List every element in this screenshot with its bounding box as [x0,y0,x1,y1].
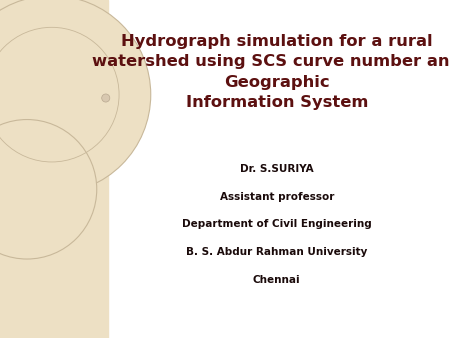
Ellipse shape [0,120,97,259]
Ellipse shape [0,0,151,194]
Text: Chennai: Chennai [253,275,301,285]
Text: Department of Civil Engineering: Department of Civil Engineering [182,219,372,230]
Text: Assistant professor: Assistant professor [220,192,334,202]
Text: Hydrograph simulation for a rural
watershed using SCS curve number and
Geographi: Hydrograph simulation for a rural waters… [92,34,450,110]
Ellipse shape [102,94,110,102]
Text: B. S. Abdur Rahman University: B. S. Abdur Rahman University [186,247,368,257]
Bar [0,0,108,338]
Text: Dr. S.SURIYA: Dr. S.SURIYA [240,164,314,174]
